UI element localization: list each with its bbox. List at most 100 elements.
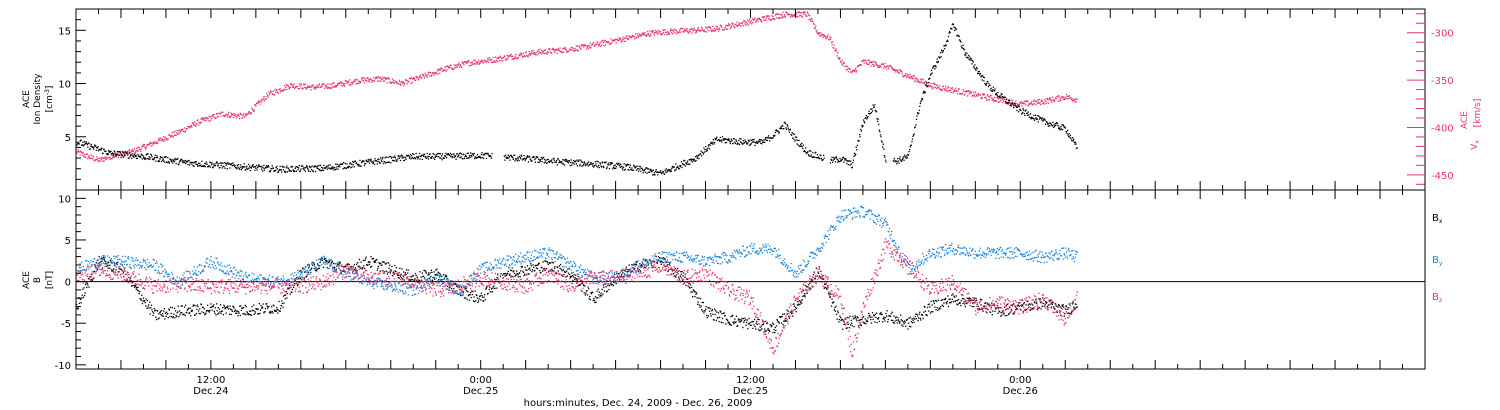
density-series-point: [346, 163, 347, 164]
density-series-point: [959, 36, 960, 37]
velocity-series-point: [590, 43, 591, 44]
bx-series-point: [573, 276, 574, 277]
bx-series-point: [717, 318, 718, 319]
bx-series-point: [867, 321, 868, 322]
density-series-point: [944, 48, 945, 49]
density-series-point: [1017, 107, 1018, 108]
velocity-series-point: [1027, 100, 1028, 101]
velocity-series-point: [278, 92, 279, 93]
top-right-label-line1: ACE: [1460, 111, 1470, 129]
velocity-series-point: [274, 94, 275, 95]
bx-series-point: [131, 280, 132, 281]
velocity-series-point: [575, 48, 576, 49]
velocity-series-point: [329, 87, 330, 88]
bx-series-point: [245, 305, 246, 306]
bx-series-point: [711, 315, 712, 316]
velocity-series-point: [468, 60, 469, 61]
density-series-point: [1063, 125, 1064, 126]
velocity-series-point: [640, 36, 641, 37]
bx-series-point: [461, 295, 462, 296]
density-series-point: [751, 143, 752, 144]
density-series-point: [1011, 105, 1012, 106]
velocity-series-point: [425, 73, 426, 74]
velocity-series-point: [899, 72, 900, 73]
bx-series-point: [233, 307, 234, 308]
density-series-point: [801, 143, 802, 144]
velocity-series-point: [892, 67, 893, 68]
density-series-point: [884, 157, 885, 158]
velocity-series-point: [530, 55, 531, 56]
velocity-series-point: [400, 85, 401, 86]
density-series-point: [268, 165, 269, 166]
velocity-series-point: [910, 74, 911, 75]
density-series-point: [363, 161, 364, 162]
velocity-series-point: [463, 64, 464, 65]
density-series-point: [754, 145, 755, 146]
bx-series-point: [743, 322, 744, 323]
density-series-point: [409, 158, 410, 159]
density-series-point: [101, 148, 102, 149]
density-series-point: [113, 153, 114, 154]
density-series-point: [240, 167, 241, 168]
bx-series-point: [238, 313, 239, 314]
density-series-point: [948, 36, 949, 37]
velocity-series-point: [507, 59, 508, 60]
density-series-point: [743, 140, 744, 141]
velocity-series-point: [807, 11, 808, 12]
density-series-point: [791, 135, 792, 136]
bx-series-point: [246, 311, 247, 312]
bx-series-point: [492, 291, 493, 292]
bx-series-point: [406, 269, 407, 270]
density-series-point: [227, 162, 228, 163]
velocity-series-point: [989, 97, 990, 98]
velocity-series-point: [757, 21, 758, 22]
density-series-point: [909, 149, 910, 150]
density-series-point: [713, 139, 714, 140]
bx-series-point: [502, 274, 503, 275]
density-series-point: [449, 155, 450, 156]
density-series-point: [1057, 125, 1058, 126]
velocity-series-point: [306, 89, 307, 90]
density-series-point: [395, 157, 396, 158]
density-series-point: [315, 171, 316, 172]
velocity-series-point: [603, 42, 604, 43]
density-series-point: [531, 160, 532, 161]
bx-series-point: [558, 270, 559, 271]
bx-series-point: [387, 273, 388, 274]
velocity-series-point: [446, 70, 447, 71]
density-series-point: [439, 153, 440, 154]
density-series-point: [704, 149, 705, 150]
velocity-series-point: [1038, 101, 1039, 102]
velocity-series-point: [739, 24, 740, 25]
velocity-series-point: [479, 64, 480, 65]
velocity-series-point: [105, 156, 106, 157]
velocity-series-point: [305, 87, 306, 88]
density-series-point: [88, 143, 89, 144]
density-series-point: [480, 158, 481, 159]
density-series-point: [1075, 142, 1076, 143]
velocity-series-point: [969, 93, 970, 94]
density-series-point: [982, 79, 983, 80]
velocity-series-point: [536, 54, 537, 55]
velocity-series-point: [1054, 100, 1055, 101]
velocity-series-point: [667, 31, 668, 32]
bx-series-point: [855, 315, 856, 316]
bx-series-point: [820, 271, 821, 272]
density-series-point: [1057, 123, 1058, 124]
density-series-point: [772, 137, 773, 138]
density-series-point: [929, 78, 930, 79]
bx-series-point: [484, 297, 485, 298]
velocity-series-point: [824, 35, 825, 36]
velocity-series-point: [287, 85, 288, 86]
density-series-point: [839, 161, 840, 162]
bx-series-point: [468, 294, 469, 295]
density-series-point: [196, 161, 197, 162]
density-series-point: [307, 166, 308, 167]
density-series-point: [266, 165, 267, 166]
velocity-series-point: [611, 43, 612, 44]
bx-series-point: [707, 317, 708, 318]
bx-series-point: [506, 275, 507, 276]
bx-series-point: [747, 319, 748, 320]
density-series-point: [697, 156, 698, 157]
bx-series-point: [183, 314, 184, 315]
